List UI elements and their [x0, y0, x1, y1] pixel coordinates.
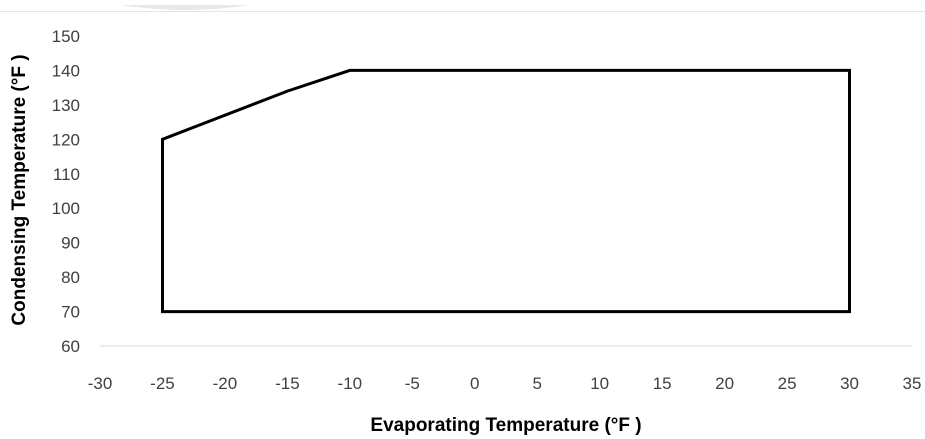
- x-tick-label: 0: [470, 374, 479, 393]
- top-decoration-strip: [0, 0, 925, 12]
- x-tick-label: 5: [532, 374, 541, 393]
- y-axis-ticks: 60 70 80 90 100 110 120 130 140 150: [52, 27, 80, 356]
- y-tick-label: 130: [52, 96, 80, 115]
- y-tick-label: 70: [61, 303, 80, 322]
- plot-area: [100, 68, 912, 347]
- x-tick-label: -25: [150, 374, 175, 393]
- x-tick-label: -5: [405, 374, 420, 393]
- y-tick-label: 140: [52, 61, 80, 80]
- x-tick-label: -30: [88, 374, 113, 393]
- y-axis-title: Condensing Temperature (°F ): [9, 54, 30, 325]
- x-tick-label: 35: [903, 374, 922, 393]
- x-tick-label: 25: [778, 374, 797, 393]
- x-tick-label: 10: [590, 374, 609, 393]
- x-tick-label: -20: [213, 374, 238, 393]
- y-tick-label: 150: [52, 27, 80, 46]
- x-tick-label: 20: [715, 374, 734, 393]
- x-tick-label: 30: [840, 374, 859, 393]
- x-axis-title: Evaporating Temperature (°F ): [370, 415, 641, 436]
- y-tick-label: 80: [61, 268, 80, 287]
- x-axis-ticks: -30 -25 -20 -15 -10 -5 0 5 10 15 20 25 30 35: [88, 374, 922, 393]
- y-tick-label: 110: [53, 165, 80, 184]
- x-tick-label: -15: [275, 374, 300, 393]
- y-tick-label: 120: [52, 130, 80, 149]
- envelope-series-line: [161, 68, 851, 314]
- x-tick-label: -10: [338, 374, 363, 393]
- y-tick-label: 90: [61, 234, 80, 253]
- x-tick-label: 15: [653, 374, 672, 393]
- y-tick-label: 60: [61, 337, 80, 356]
- y-tick-label: 100: [52, 199, 80, 218]
